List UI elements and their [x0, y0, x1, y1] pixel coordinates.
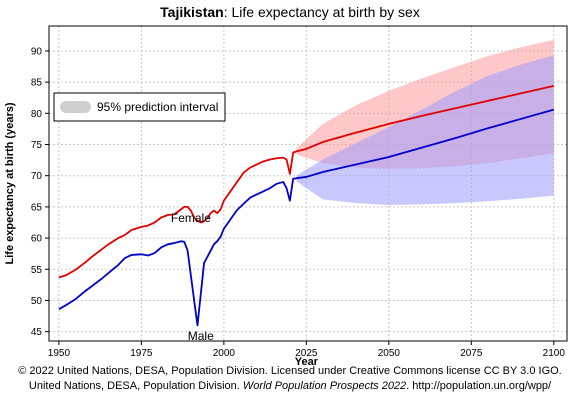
y-tick-label: 80 — [31, 109, 43, 120]
legend: 95% prediction interval — [53, 92, 226, 122]
y-tick-label: 45 — [31, 327, 43, 338]
prediction-bands — [296, 39, 554, 206]
annotations: Female Male — [171, 211, 214, 343]
y-tick-label: 60 — [31, 234, 43, 245]
credit-source: United Nations, DESA, Population Divisio… — [28, 380, 240, 392]
series-lines — [58, 85, 555, 327]
annotation-label: Female — [171, 211, 211, 225]
x-tick-label: 2100 — [543, 348, 566, 359]
y-axis-title: Life expectancy at birth (years) — [4, 102, 16, 264]
axis-ticks: 1950 1975 2000 2025 2050 2075 2100 45 50 55 60 65 70… — [31, 46, 565, 359]
y-tick-label: 75 — [31, 140, 43, 151]
x-tick-label: 2075 — [460, 348, 483, 359]
series-line-male — [58, 108, 555, 327]
credit-line-2: United Nations, DESA, Population Divisio… — [0, 379, 580, 393]
y-tick-label: 85 — [31, 78, 43, 89]
credit-line-1: © 2022 United Nations, DESA, Population … — [18, 365, 562, 377]
x-tick-label: 1950 — [48, 348, 71, 359]
chart-title: Tajikistan: Life expectancy at birth by … — [160, 4, 420, 20]
plot-frame — [48, 25, 568, 342]
x-tick-label: 1975 — [130, 348, 153, 359]
credit-url: . http://population.un.org/wpp/ — [406, 380, 552, 392]
x-tick-label: 2025 — [295, 348, 318, 359]
y-tick-label: 90 — [31, 46, 43, 57]
x-tick-label: 2000 — [213, 348, 236, 359]
chart-title-rest: : Life expectancy at birth by sex — [224, 4, 420, 20]
x-axis-title: Year — [295, 356, 319, 368]
y-tick-label: 50 — [31, 296, 43, 307]
x-tick-label: 2050 — [378, 348, 401, 359]
y-tick-label: 65 — [31, 202, 43, 213]
y-tick-label: 55 — [31, 265, 43, 276]
credit-publication: World Population Prospects 2022 — [242, 380, 407, 392]
y-tick-label: 70 — [31, 171, 43, 182]
chart-title-country: Tajikistan — [160, 4, 224, 20]
series-line-female — [58, 85, 555, 279]
prediction-band — [296, 55, 554, 206]
legend-swatch — [60, 101, 91, 113]
annotation-label: Male — [188, 329, 214, 343]
legend-label: 95% prediction interval — [97, 100, 218, 114]
